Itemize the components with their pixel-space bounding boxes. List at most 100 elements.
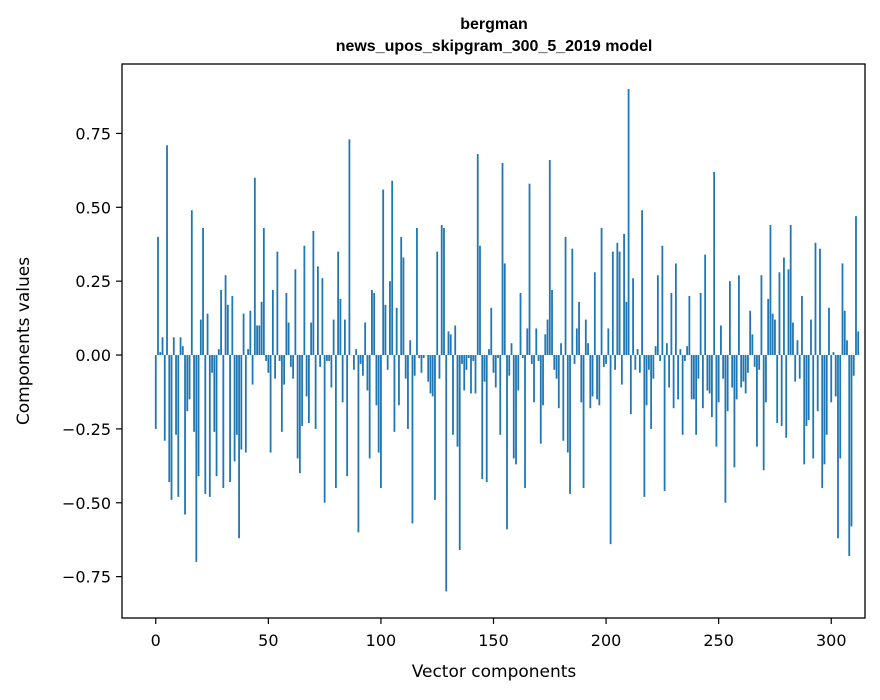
bar-component-261: [743, 355, 745, 382]
bar-component-105: [391, 181, 393, 355]
y-tick-label: −0.75: [62, 568, 111, 587]
bar-component-7: [171, 355, 173, 500]
bar-component-110: [403, 258, 405, 356]
bar-component-67: [306, 355, 308, 396]
bar-component-107: [396, 308, 398, 355]
bar-component-308: [848, 355, 850, 556]
bar-component-299: [828, 308, 830, 355]
bar-component-84: [344, 320, 346, 355]
bar-component-167: [531, 355, 533, 364]
bar-component-295: [819, 249, 821, 355]
bar-component-290: [808, 355, 810, 420]
bar-component-191: [585, 320, 587, 355]
bar-component-63: [297, 355, 299, 458]
bar-component-90: [358, 355, 360, 532]
bar-component-224: [659, 355, 661, 361]
bar-component-192: [587, 343, 589, 355]
bar-component-201: [607, 328, 609, 355]
bar-component-126: [439, 355, 441, 379]
bar-component-73: [319, 355, 321, 367]
bar-component-296: [821, 355, 823, 488]
bar-component-271: [765, 355, 767, 402]
bar-component-259: [738, 275, 740, 355]
bar-component-138: [466, 355, 468, 370]
bar-component-251: [720, 325, 722, 355]
bar-component-243: [702, 355, 704, 408]
bar-component-132: [452, 355, 454, 435]
bar-component-127: [441, 225, 443, 355]
bar-component-100: [380, 355, 382, 488]
bar-component-173: [544, 334, 546, 355]
bar-component-37: [238, 355, 240, 538]
chart-title-line2: news_upos_skipgram_300_5_2019 model: [336, 38, 653, 55]
y-tick-label: 0.50: [75, 198, 111, 217]
bar-component-142: [475, 355, 477, 393]
bar-component-300: [830, 355, 832, 402]
bar-component-249: [716, 355, 718, 447]
bar-component-0: [155, 355, 157, 429]
bar-component-230: [673, 355, 675, 408]
bar-component-19: [198, 355, 200, 476]
bar-component-32: [227, 305, 229, 355]
bar-component-61: [292, 355, 294, 379]
bar-component-218: [646, 355, 648, 405]
bar-component-10: [177, 355, 179, 497]
bar-component-245: [706, 355, 708, 390]
bar-component-156: [506, 355, 508, 529]
bar-component-82: [340, 299, 342, 355]
bar-component-274: [772, 314, 774, 355]
bar-component-143: [477, 154, 479, 355]
bar-component-35: [234, 355, 236, 461]
bar-component-121: [427, 355, 429, 382]
bar-component-24: [209, 355, 211, 497]
bar-component-79: [333, 320, 335, 355]
bar-component-36: [236, 355, 238, 435]
bar-component-257: [734, 355, 736, 467]
bar-component-303: [837, 355, 839, 538]
x-tick-label: 100: [366, 631, 397, 650]
bar-component-207: [621, 355, 623, 385]
bar-component-240: [695, 355, 697, 435]
bar-component-262: [745, 355, 747, 393]
bar-component-211: [630, 355, 632, 414]
bar-component-195: [594, 272, 596, 355]
bar-component-166: [529, 184, 531, 355]
bar-component-179: [558, 355, 560, 408]
bar-component-42: [249, 311, 251, 355]
bar-component-203: [612, 252, 614, 355]
bar-component-96: [371, 290, 373, 355]
x-tick-label: 200: [591, 631, 622, 650]
bar-component-210: [628, 89, 630, 355]
bar-component-46: [258, 325, 260, 355]
bar-component-312: [857, 331, 859, 355]
bar-component-66: [303, 246, 305, 355]
bar-component-144: [479, 246, 481, 355]
bar-component-62: [294, 269, 296, 355]
bar-component-237: [688, 296, 690, 355]
bar-component-294: [817, 355, 819, 411]
bar-component-160: [515, 355, 517, 464]
bar-component-238: [691, 355, 693, 399]
bar-component-181: [562, 355, 564, 441]
bar-component-269: [761, 275, 763, 355]
bar-component-252: [722, 355, 724, 379]
bar-component-254: [727, 355, 729, 411]
bar-component-145: [481, 355, 483, 479]
bar-component-130: [448, 331, 450, 355]
bar-component-111: [405, 355, 407, 379]
bar-component-21: [202, 228, 204, 355]
bar-component-113: [409, 340, 411, 355]
bar-component-263: [747, 355, 749, 373]
bar-component-50: [267, 355, 269, 373]
bar-component-147: [486, 355, 488, 482]
bar-component-51: [270, 355, 272, 453]
bar-component-194: [592, 355, 594, 396]
bar-component-307: [846, 340, 848, 355]
bar-component-297: [824, 355, 826, 464]
bar-component-89: [355, 349, 357, 355]
bar-component-186: [574, 355, 576, 364]
bar-component-27: [216, 355, 218, 476]
bar-component-139: [468, 355, 470, 358]
